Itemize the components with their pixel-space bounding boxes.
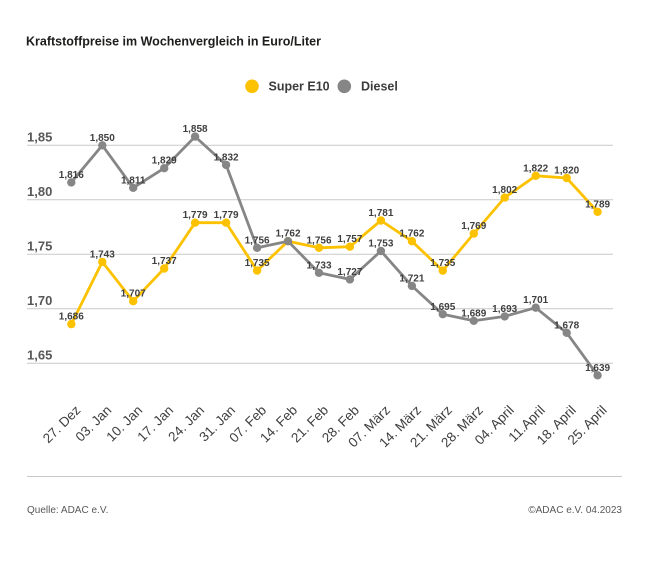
svg-text:1,678: 1,678 — [554, 320, 579, 331]
svg-text:1,727: 1,727 — [337, 267, 362, 278]
svg-text:1,781: 1,781 — [368, 208, 393, 219]
svg-text:1,756: 1,756 — [306, 235, 331, 246]
svg-text:1,686: 1,686 — [59, 312, 84, 323]
svg-text:Diesel: Diesel — [361, 80, 398, 94]
svg-text:1,65: 1,65 — [27, 348, 52, 363]
svg-text:1,70: 1,70 — [27, 293, 52, 308]
svg-text:1,695: 1,695 — [430, 302, 455, 313]
svg-text:1,743: 1,743 — [90, 249, 115, 260]
svg-text:1,80: 1,80 — [27, 184, 52, 199]
svg-text:1,735: 1,735 — [430, 258, 455, 269]
svg-text:1,701: 1,701 — [523, 295, 548, 306]
svg-text:1,737: 1,737 — [152, 256, 177, 267]
svg-text:1,832: 1,832 — [214, 152, 239, 163]
svg-text:1,693: 1,693 — [492, 304, 517, 315]
svg-text:1,802: 1,802 — [492, 185, 517, 196]
svg-text:1,769: 1,769 — [461, 221, 486, 232]
svg-text:1,858: 1,858 — [183, 124, 208, 135]
svg-text:©ADAC e.V. 04.2023: ©ADAC e.V. 04.2023 — [528, 505, 622, 516]
svg-text:1,689: 1,689 — [461, 308, 486, 319]
svg-text:1,762: 1,762 — [399, 229, 424, 240]
svg-text:1,707: 1,707 — [121, 289, 146, 300]
svg-text:Kraftstoffpreise im Wochenverg: Kraftstoffpreise im Wochenvergleich in E… — [26, 35, 321, 49]
svg-text:1,811: 1,811 — [121, 175, 146, 186]
svg-text:Quelle: ADAC e.V.: Quelle: ADAC e.V. — [27, 505, 108, 516]
svg-text:1,757: 1,757 — [337, 234, 362, 245]
svg-text:Super E10: Super E10 — [269, 80, 330, 94]
svg-text:1,753: 1,753 — [368, 239, 393, 250]
svg-text:1,850: 1,850 — [90, 133, 115, 144]
svg-text:1,829: 1,829 — [152, 156, 177, 167]
svg-text:1,85: 1,85 — [27, 130, 52, 145]
svg-text:1,820: 1,820 — [554, 166, 579, 177]
svg-text:1,721: 1,721 — [399, 273, 424, 284]
svg-text:1,789: 1,789 — [585, 199, 610, 210]
svg-text:1,816: 1,816 — [59, 170, 84, 181]
svg-text:1,779: 1,779 — [183, 210, 208, 221]
svg-text:1,779: 1,779 — [214, 210, 239, 221]
svg-text:1,762: 1,762 — [275, 229, 300, 240]
svg-text:1,756: 1,756 — [245, 235, 270, 246]
svg-text:1,733: 1,733 — [306, 260, 331, 271]
svg-text:1,639: 1,639 — [585, 363, 610, 374]
svg-text:1,735: 1,735 — [245, 258, 270, 269]
svg-text:1,822: 1,822 — [523, 163, 548, 174]
svg-text:1,75: 1,75 — [27, 239, 52, 254]
